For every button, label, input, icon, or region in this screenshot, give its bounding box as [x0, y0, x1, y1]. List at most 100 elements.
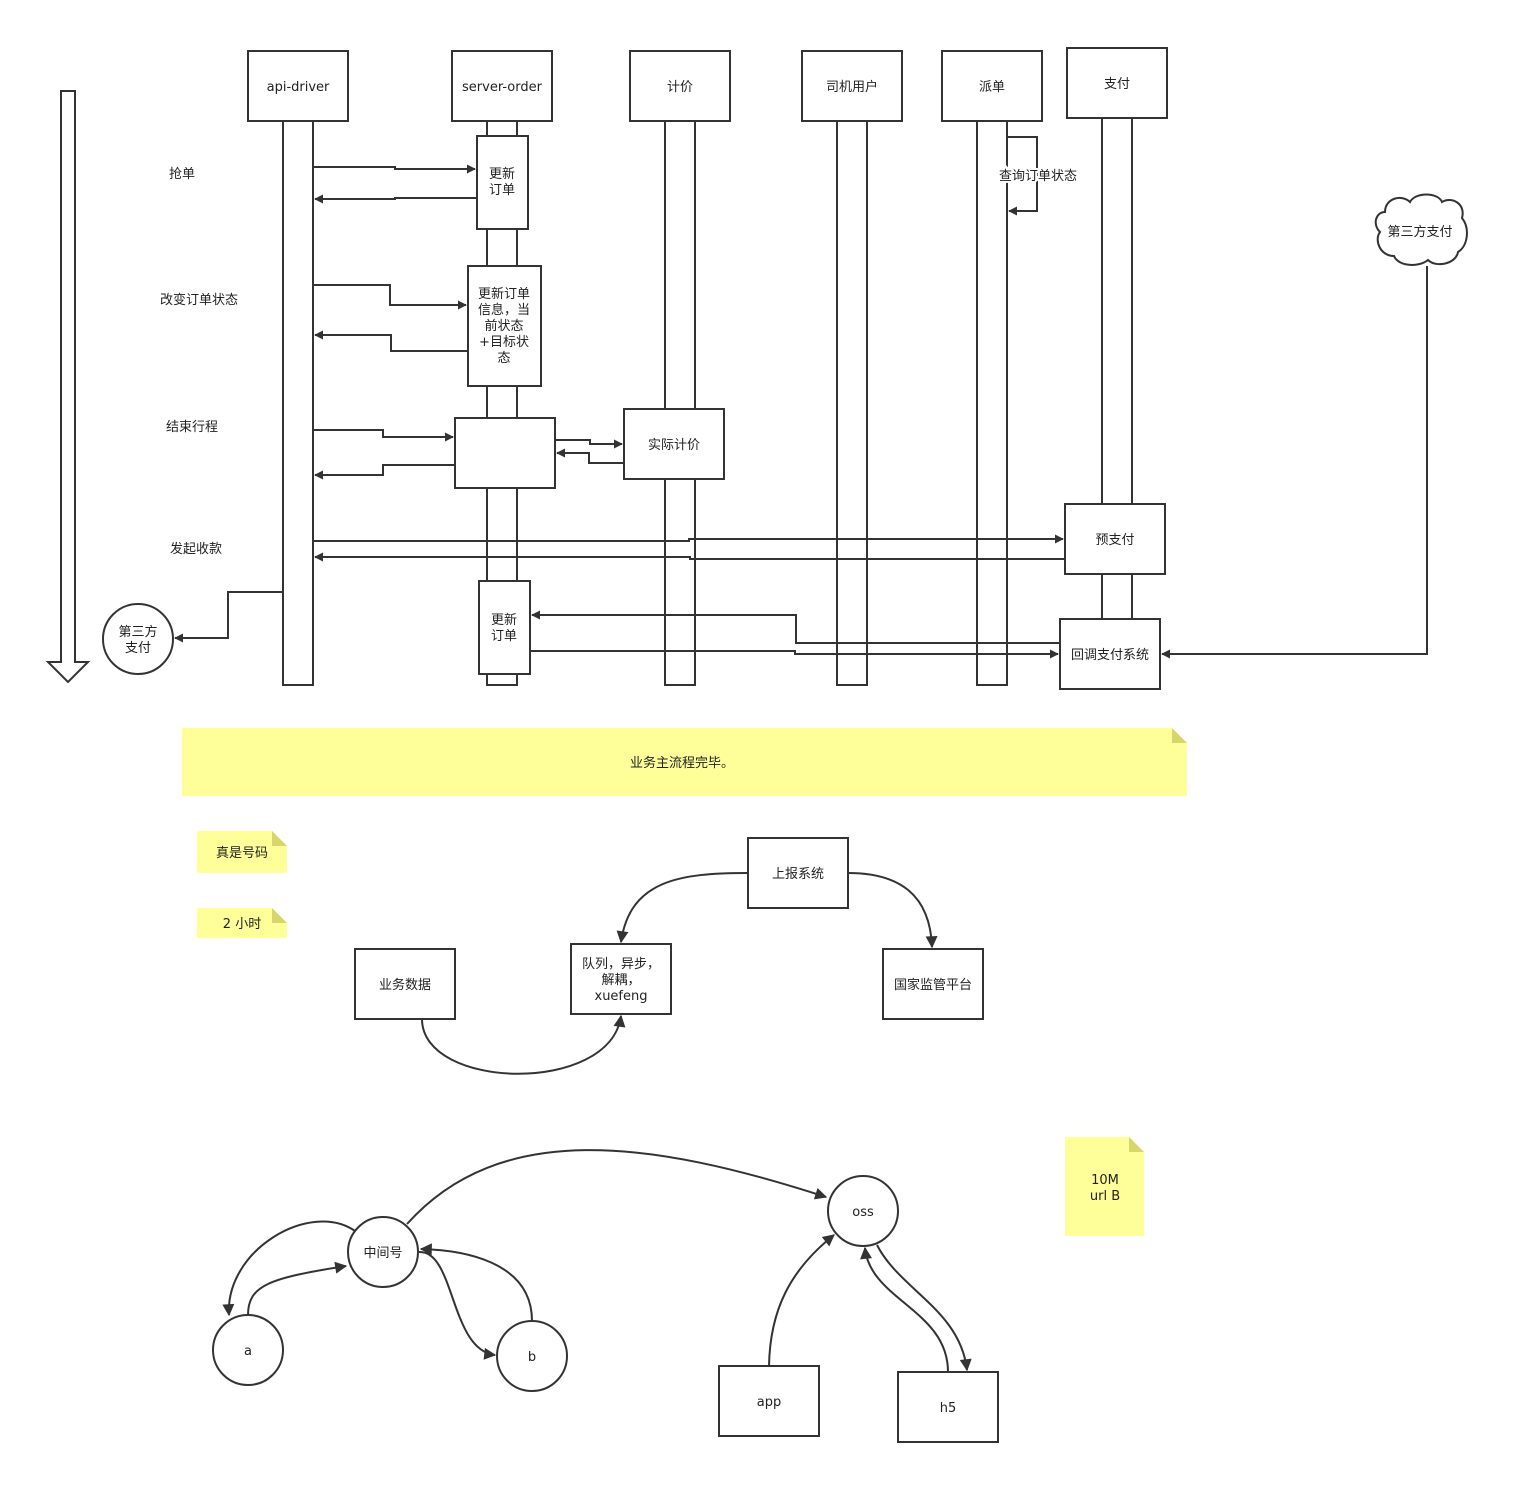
box-line: 前状态: [484, 318, 523, 334]
note-size-url: 10M url B: [1065, 1137, 1144, 1236]
participant-label: 派单: [979, 80, 1005, 95]
node-app: app: [718, 1365, 820, 1437]
lifeline-pricing: [664, 120, 696, 686]
circle-line: 支付: [125, 641, 151, 656]
node-line: xuefeng: [595, 989, 648, 1004]
participant-api-driver: api-driver: [247, 50, 349, 122]
box-label: 实际计价: [648, 438, 700, 453]
lifeline-driver-user: [836, 120, 868, 686]
note-text: 业务主流程完毕。: [630, 755, 734, 771]
self-message-arrow: [1007, 136, 1038, 216]
node-a: a: [212, 1314, 284, 1386]
message-arrow: [531, 610, 1060, 644]
flow-arrow: [418, 1250, 497, 1360]
node-label: 业务数据: [379, 977, 431, 993]
box-prepay: 预支付: [1064, 503, 1166, 575]
participant-label: 司机用户: [826, 79, 878, 95]
node-report-system: 上报系统: [747, 837, 849, 909]
box-label: 回调支付系统: [1071, 648, 1149, 663]
flow-arrow: [847, 872, 938, 949]
message-arrow: [314, 330, 468, 352]
participant-label: api-driver: [267, 80, 330, 95]
flow-arrow: [247, 1261, 348, 1316]
box-line: 更新: [489, 166, 515, 182]
message-arrow: [555, 439, 623, 449]
message-arrow: [556, 448, 624, 464]
node-label: 上报系统: [772, 867, 824, 882]
message-arrow: [530, 649, 1059, 659]
box-callback-payment: 回调支付系统: [1059, 618, 1161, 690]
message-arrow: [1161, 266, 1428, 659]
timeline-arrow: [45, 90, 91, 684]
participant-label: server-order: [462, 80, 543, 95]
box-line: +目标状: [479, 335, 529, 350]
node-regulator: 国家监管平台: [882, 948, 984, 1020]
box-update-order-info: 更新订单 信息，当 前状态 +目标状 态: [467, 265, 542, 387]
message-arrow: [313, 164, 476, 174]
step-end-trip: 结束行程: [166, 420, 218, 435]
note-line: url B: [1090, 1189, 1120, 1204]
lifeline-api-driver: [282, 120, 314, 686]
message-arrow: [174, 591, 283, 643]
note-two-hours: 2 小时: [197, 908, 287, 938]
flow-arrow: [876, 1244, 972, 1372]
node-line: 解耦，: [601, 973, 640, 988]
flow-arrow: [222, 1220, 356, 1317]
third-party-pay-circle: 第三方 支付: [102, 603, 174, 675]
third-party-pay-cloud: 第三方支付: [1374, 193, 1468, 266]
box-label: 预支付: [1095, 533, 1134, 548]
self-message-label: 查询订单状态: [999, 169, 1077, 184]
message-arrow: [313, 534, 1064, 544]
node-label: b: [528, 1350, 536, 1365]
box-line: 订单: [491, 629, 517, 644]
participant-payment: 支付: [1066, 47, 1168, 119]
node-h5: h5: [897, 1371, 999, 1443]
node-label: 中间号: [363, 1246, 402, 1261]
participant-label: 支付: [1104, 77, 1130, 92]
note-main-flow-done: 业务主流程完毕。: [182, 728, 1187, 796]
participant-server-order: server-order: [451, 50, 553, 122]
node-label: a: [244, 1344, 252, 1359]
message-arrow: [314, 552, 1065, 562]
cloud-label: 第三方支付: [1387, 224, 1452, 240]
note-text: 2 小时: [223, 917, 261, 932]
flow-arrow: [860, 1246, 949, 1373]
message-arrow: [313, 429, 454, 442]
node-queue: 队列，异步， 解耦， xuefeng: [570, 943, 672, 1015]
message-arrow: [313, 284, 467, 310]
participant-driver-user: 司机用户: [801, 50, 903, 122]
node-label: 国家监管平台: [894, 977, 972, 993]
participant-dispatch: 派单: [941, 50, 1043, 122]
node-label: app: [757, 1395, 781, 1410]
box-update-order-1: 更新 订单: [476, 135, 529, 230]
flow-arrow: [616, 872, 749, 944]
message-arrow: [314, 464, 455, 480]
box-end-trip-handler: [454, 417, 556, 489]
step-grab-order: 抢单: [169, 166, 195, 182]
flow-arrow: [421, 1014, 626, 1075]
note-line: 10M: [1091, 1173, 1119, 1188]
step-start-collection: 发起收款: [170, 541, 222, 557]
box-line: 信息，当: [478, 302, 530, 318]
note-text: 真是号码: [216, 846, 268, 861]
node-line: 队列，异步，: [582, 957, 660, 972]
box-line: 态: [497, 351, 510, 366]
box-line: 更新订单: [478, 286, 530, 302]
participant-pricing: 计价: [629, 50, 731, 122]
circle-line: 第三方: [118, 624, 157, 640]
flow-arrow: [406, 1149, 828, 1225]
message-arrow: [314, 194, 477, 204]
node-label: h5: [940, 1401, 957, 1416]
node-label: oss: [852, 1205, 874, 1220]
box-update-order-2: 更新 订单: [478, 580, 531, 675]
lifeline-dispatch: [976, 120, 1008, 686]
node-b: b: [496, 1320, 568, 1392]
node-middle-number: 中间号: [347, 1216, 419, 1288]
box-line: 订单: [489, 183, 515, 198]
node-oss: oss: [827, 1175, 899, 1247]
flow-arrow: [419, 1243, 533, 1322]
step-change-status: 改变订单状态: [160, 292, 238, 308]
node-business-data: 业务数据: [354, 948, 456, 1020]
note-real-number: 真是号码: [197, 831, 287, 873]
